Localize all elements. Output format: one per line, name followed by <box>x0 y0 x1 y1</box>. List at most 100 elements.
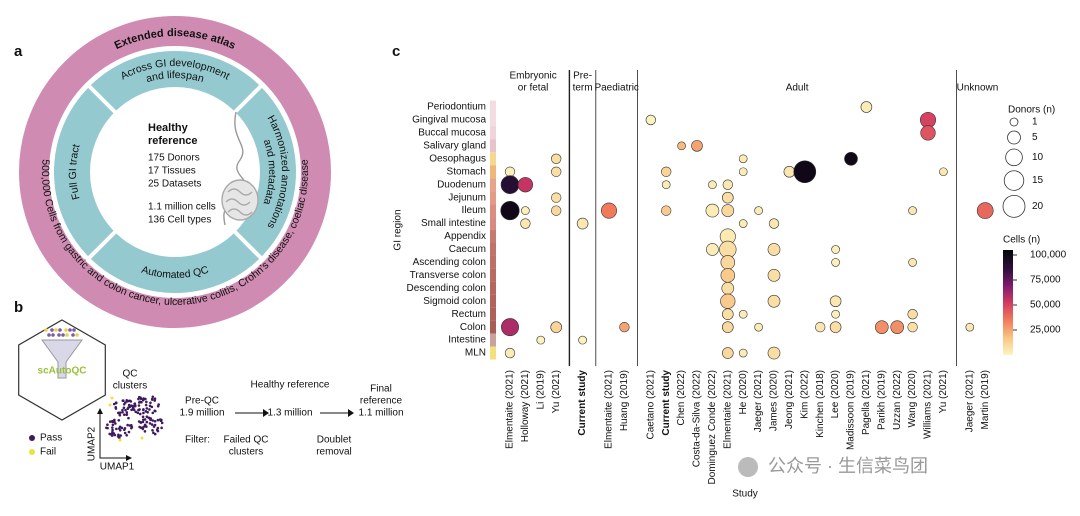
funnel-dot <box>75 333 79 337</box>
center-line: 1.1 million cells <box>148 202 216 213</box>
bubble <box>754 206 763 215</box>
umap-dot <box>128 424 132 427</box>
umap-dot <box>118 436 121 439</box>
umap-dot <box>122 402 126 406</box>
x-tick-label: Current study <box>661 370 672 436</box>
bubble <box>661 166 672 177</box>
umap-dot <box>111 419 114 423</box>
umap-dot <box>110 433 114 437</box>
funnel-dot <box>61 333 65 337</box>
funnel-dot <box>50 328 54 332</box>
bubble <box>536 335 546 345</box>
colorbar-tick-label: 50,000 <box>1030 300 1061 311</box>
y-tick-label: Sigmoid colon <box>423 296 486 307</box>
bubbles <box>500 101 994 360</box>
funnel-dot <box>44 328 48 332</box>
bubble <box>661 205 672 216</box>
umap-dot <box>130 404 133 408</box>
umap-dot <box>149 401 152 405</box>
region-strip <box>490 126 496 140</box>
step-title: Final <box>370 384 392 395</box>
umap-dot <box>153 423 157 427</box>
y-tick-label: Ileum <box>462 205 486 216</box>
umap-dot <box>136 411 140 415</box>
umap-dot <box>137 395 141 399</box>
umap-dot <box>122 406 126 410</box>
bubble <box>500 175 520 194</box>
bubble <box>860 101 873 113</box>
center-title: Healthy <box>148 122 189 134</box>
watermark: 公众号 · 生信菜鸟团 <box>768 456 928 476</box>
umap-dot <box>110 396 114 400</box>
colorbar-tick-label: 100,000 <box>1030 250 1067 261</box>
umap-dot <box>125 411 129 414</box>
segment-top-text-path: and lifespan <box>145 69 206 85</box>
bubble <box>551 153 562 164</box>
funnel-dot <box>57 333 61 337</box>
umap-dot <box>141 415 145 419</box>
size-legend-circle <box>1002 194 1026 218</box>
bubble <box>677 141 686 151</box>
x-tick-label: He (2020) <box>738 370 749 414</box>
umap-dot <box>140 436 144 440</box>
bubble <box>890 320 905 334</box>
x-tick-label: Williams (2021) <box>923 370 934 439</box>
size-legend-circle <box>1007 130 1021 145</box>
x-tick-label: Jeong (2021) <box>784 370 795 429</box>
x-tick-label: Uzzan (2022) <box>892 370 903 430</box>
bubble <box>551 166 562 177</box>
y-tick-label: Intestine <box>448 335 486 346</box>
x-tick-label: James (2020) <box>769 370 780 431</box>
umap-dot <box>137 401 141 404</box>
umap-dot <box>151 428 154 432</box>
umap-dot <box>144 397 147 401</box>
umap-dot <box>121 410 124 414</box>
umap-dot <box>141 420 145 424</box>
umap-dot <box>145 425 148 428</box>
funnel-dot <box>58 328 62 332</box>
bubble <box>601 202 617 219</box>
group-label: Paediatric <box>594 83 638 94</box>
funnel-icon <box>41 339 83 379</box>
umap-dot <box>114 401 118 405</box>
umap-dot <box>151 395 155 399</box>
bubble <box>722 179 733 190</box>
y-tick-label: Gingival mucosa <box>412 115 486 126</box>
bubble <box>783 165 796 178</box>
region-strip <box>490 320 496 334</box>
y-tick-label: Transverse colon <box>410 270 486 281</box>
umap-dot <box>124 408 127 412</box>
bubble <box>768 218 780 229</box>
step-title: Pre-QC <box>185 396 219 407</box>
region-strip <box>490 346 496 360</box>
filter-label: Filter: <box>185 435 210 446</box>
region-strip <box>490 191 496 205</box>
umap-dot <box>111 426 114 429</box>
x-tick-label: Elmentaite (2021) <box>722 370 733 449</box>
umap-dot <box>143 430 147 433</box>
umap-dot <box>142 411 145 415</box>
umap-dot <box>108 403 112 407</box>
region-strip <box>490 178 496 192</box>
outer-ring <box>19 16 331 328</box>
panel-label: b <box>14 299 23 316</box>
bubble <box>504 166 516 177</box>
umap-dot <box>106 426 109 430</box>
umap-dot <box>150 423 154 426</box>
filter-text: removal <box>316 447 352 458</box>
region-strip <box>490 242 496 256</box>
bubble <box>722 308 734 320</box>
bubble <box>550 321 562 333</box>
filter-text: Doublet <box>317 435 352 446</box>
region-strip <box>490 333 496 347</box>
region-strip <box>490 204 496 218</box>
umap-dot <box>151 419 155 422</box>
bubble <box>831 309 840 319</box>
legend-dot <box>29 449 35 455</box>
umap-dot <box>113 418 116 422</box>
center-title: reference <box>148 135 198 147</box>
ring-separator <box>232 84 263 115</box>
x-tick-label: Pagella (2021) <box>861 370 872 435</box>
x-tick-label: Kinchen (2018) <box>815 370 826 438</box>
center-line: 175 Donors <box>148 153 200 164</box>
